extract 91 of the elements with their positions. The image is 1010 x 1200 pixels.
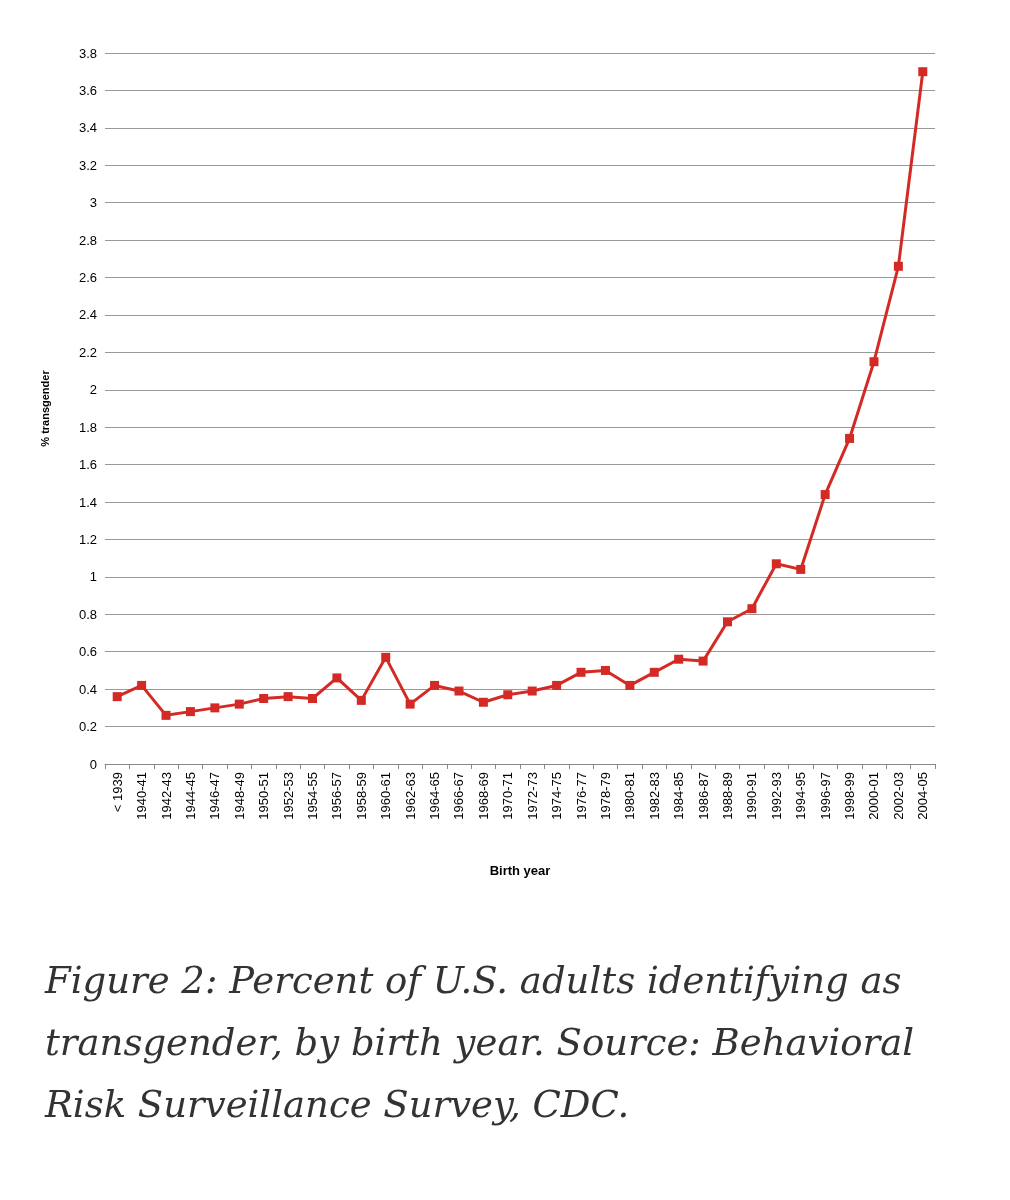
point bbox=[454, 686, 464, 696]
x-tick-label: 1950-51 bbox=[256, 772, 272, 820]
x-tick-label: 1958-59 bbox=[353, 772, 369, 820]
y-tick-label: 2.6 bbox=[78, 270, 97, 286]
point bbox=[234, 699, 244, 709]
y-tick-label: 1.2 bbox=[78, 531, 97, 547]
point bbox=[112, 692, 122, 702]
x-tick-label: 1992-93 bbox=[768, 772, 784, 820]
x-tick-label: 1960-61 bbox=[378, 772, 394, 820]
x-tick-label: 1956-57 bbox=[329, 772, 345, 820]
point bbox=[161, 710, 171, 720]
x-tick-label: 1942-43 bbox=[158, 772, 174, 820]
x-tick-label: 1986-87 bbox=[695, 772, 711, 820]
y-tick-label: 1 bbox=[89, 569, 97, 585]
y-tick-label: 2.2 bbox=[78, 344, 97, 360]
x-tick-label: 1994-95 bbox=[793, 772, 809, 820]
x-tick-label: 1944-45 bbox=[182, 772, 198, 820]
x-tick-label: 1990-91 bbox=[744, 772, 760, 820]
point bbox=[845, 433, 855, 443]
y-tick-label: 1.4 bbox=[78, 494, 97, 510]
x-tick-label: 1988-89 bbox=[720, 772, 735, 820]
x-tick-label: 1982-83 bbox=[646, 772, 662, 820]
point bbox=[723, 617, 732, 627]
x-tick-label: 1974-75 bbox=[549, 772, 565, 820]
point bbox=[137, 680, 147, 690]
caption: Figure 2: Percent of U.S. adults identifying as transgender, by birth year. Source: Behavioral Risk Surveillance Survey, CDC. bbox=[45, 958, 916, 1128]
y-tick-label: 3.6 bbox=[78, 82, 97, 98]
x-tick-label: 1978-79 bbox=[597, 772, 613, 820]
point bbox=[381, 652, 391, 662]
x-tick-label: 1970-71 bbox=[500, 772, 516, 820]
x-tick-label: 1962-63 bbox=[402, 772, 418, 820]
point bbox=[698, 656, 708, 666]
x-tick-label: 1976-77 bbox=[573, 772, 589, 820]
point bbox=[185, 707, 195, 717]
y-tick-label: 0 bbox=[89, 756, 97, 772]
point bbox=[430, 680, 440, 690]
point bbox=[356, 695, 366, 705]
y-tick-label: 2.8 bbox=[78, 232, 97, 248]
x-tick-label: 1996-97 bbox=[817, 772, 833, 820]
point bbox=[649, 667, 659, 677]
point bbox=[283, 692, 293, 702]
y-tick-label: 3 bbox=[89, 195, 97, 211]
y-tick-label: 0.8 bbox=[78, 606, 97, 622]
point bbox=[552, 680, 562, 690]
point bbox=[478, 697, 488, 707]
y-tick-label: 0.2 bbox=[78, 719, 97, 735]
x-tick-label: 1980-81 bbox=[622, 772, 638, 820]
y-tick-label: 1.8 bbox=[78, 419, 97, 435]
point bbox=[332, 673, 342, 683]
y-axis-title: % transgender bbox=[38, 369, 51, 447]
x-tick-label: 1946-47 bbox=[207, 772, 223, 820]
y-tick-label: 0.4 bbox=[78, 681, 97, 697]
x-tick-label: 1952-53 bbox=[280, 772, 296, 820]
point bbox=[625, 680, 635, 690]
x-tick-label: 1998-99 bbox=[842, 772, 858, 820]
x-tick-label: < 1939 bbox=[109, 772, 125, 813]
point bbox=[747, 604, 757, 614]
x-tick-label: 1966-67 bbox=[451, 772, 467, 820]
x-tick-label: 1968-69 bbox=[475, 772, 491, 820]
x-tick-label: 2004-05 bbox=[915, 772, 931, 820]
point bbox=[259, 694, 269, 704]
y-tick-label: 2 bbox=[89, 382, 97, 398]
y-tick-label: 2.4 bbox=[78, 307, 97, 323]
y-tick-label: 0.6 bbox=[78, 644, 97, 660]
point bbox=[771, 559, 781, 569]
point bbox=[869, 357, 879, 367]
y-tick-label: 3.2 bbox=[78, 157, 97, 173]
x-tick-label: 2000-01 bbox=[866, 772, 882, 820]
x-tick-label: 1940-41 bbox=[134, 772, 150, 820]
x-tick-label: 1954-55 bbox=[305, 772, 320, 820]
y-tick-label: 3.8 bbox=[78, 45, 97, 61]
point bbox=[600, 665, 610, 675]
point bbox=[210, 703, 220, 713]
point bbox=[893, 261, 903, 271]
point bbox=[918, 67, 928, 77]
y-tick-label: 1.6 bbox=[78, 457, 97, 473]
point bbox=[796, 564, 806, 574]
point bbox=[503, 690, 513, 700]
x-tick-label: 1948-49 bbox=[231, 772, 247, 820]
y-tick-label: 3.4 bbox=[78, 120, 97, 136]
x-tick-label: 1972-73 bbox=[524, 772, 540, 820]
point bbox=[527, 686, 537, 696]
x-tick-label: 1964-65 bbox=[427, 772, 443, 820]
point bbox=[674, 654, 684, 664]
x-axis-title: Birth year bbox=[489, 863, 551, 878]
x-tick-label: 2002-03 bbox=[890, 772, 906, 820]
x-tick-label: 1984-85 bbox=[671, 772, 687, 820]
point bbox=[576, 667, 586, 677]
point bbox=[405, 699, 415, 709]
point bbox=[308, 694, 317, 704]
point bbox=[820, 490, 830, 500]
